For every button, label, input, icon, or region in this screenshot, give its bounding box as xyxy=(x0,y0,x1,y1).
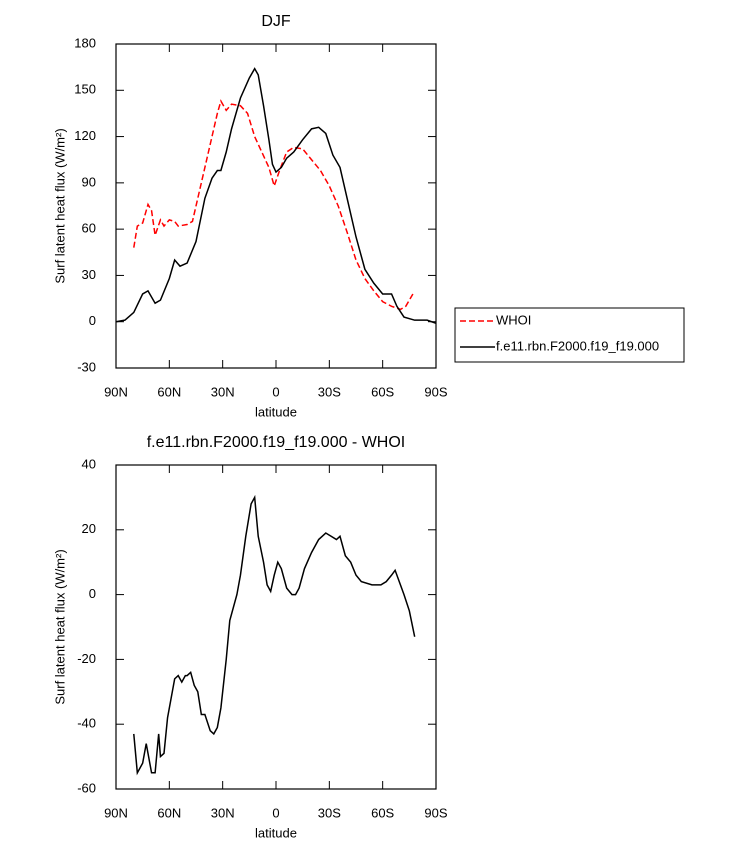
x-tick-label: 30N xyxy=(211,805,235,820)
data-line xyxy=(133,99,414,311)
x-tick-label: 90N xyxy=(104,805,128,820)
y-tick-label: 40 xyxy=(82,456,96,471)
y-axis-label: Surf latent heat flux (W/m²) xyxy=(52,128,67,283)
y-tick-label: 0 xyxy=(89,586,96,601)
plot-frame xyxy=(115,464,437,790)
x-tick-label: 60S xyxy=(371,805,394,820)
y-tick-label: -20 xyxy=(77,651,96,666)
x-tick-label: 30N xyxy=(211,384,235,399)
x-axis-label: latitude xyxy=(255,825,297,840)
x-tick-label: 0 xyxy=(272,384,279,399)
x-tick-label: 60S xyxy=(371,384,394,399)
y-tick-label: 60 xyxy=(82,221,96,236)
x-tick-label: 30S xyxy=(318,805,341,820)
x-tick-label: 60N xyxy=(157,805,181,820)
legend-label: WHOI xyxy=(496,312,531,327)
y-tick-label: -30 xyxy=(77,359,96,374)
x-tick-label: 90N xyxy=(104,384,128,399)
x-tick-label: 90S xyxy=(424,805,447,820)
data-line xyxy=(115,67,437,324)
chart-title: f.e11.rbn.F2000.f19_f19.000 - WHOI xyxy=(147,434,406,451)
y-tick-label: 30 xyxy=(82,267,96,282)
y-tick-label: 20 xyxy=(82,521,96,536)
chart-title: DJF xyxy=(261,13,291,30)
x-axis-label: latitude xyxy=(255,404,297,419)
legend-label: f.e11.rbn.F2000.f19_f19.000 xyxy=(496,338,659,353)
y-tick-label: 120 xyxy=(74,128,96,143)
y-tick-label: 180 xyxy=(74,35,96,50)
y-tick-label: -60 xyxy=(77,780,96,795)
plot-frame xyxy=(115,43,437,369)
y-tick-label: 0 xyxy=(89,313,96,328)
legend-box xyxy=(454,307,685,363)
x-tick-label: 0 xyxy=(272,805,279,820)
y-tick-label: 150 xyxy=(74,82,96,97)
data-line xyxy=(133,494,416,776)
x-tick-label: 90S xyxy=(424,384,447,399)
x-tick-label: 60N xyxy=(157,384,181,399)
y-tick-label: -40 xyxy=(77,716,96,731)
y-axis-label: Surf latent heat flux (W/m²) xyxy=(52,549,67,704)
x-tick-label: 30S xyxy=(318,384,341,399)
y-tick-label: 90 xyxy=(82,174,96,189)
